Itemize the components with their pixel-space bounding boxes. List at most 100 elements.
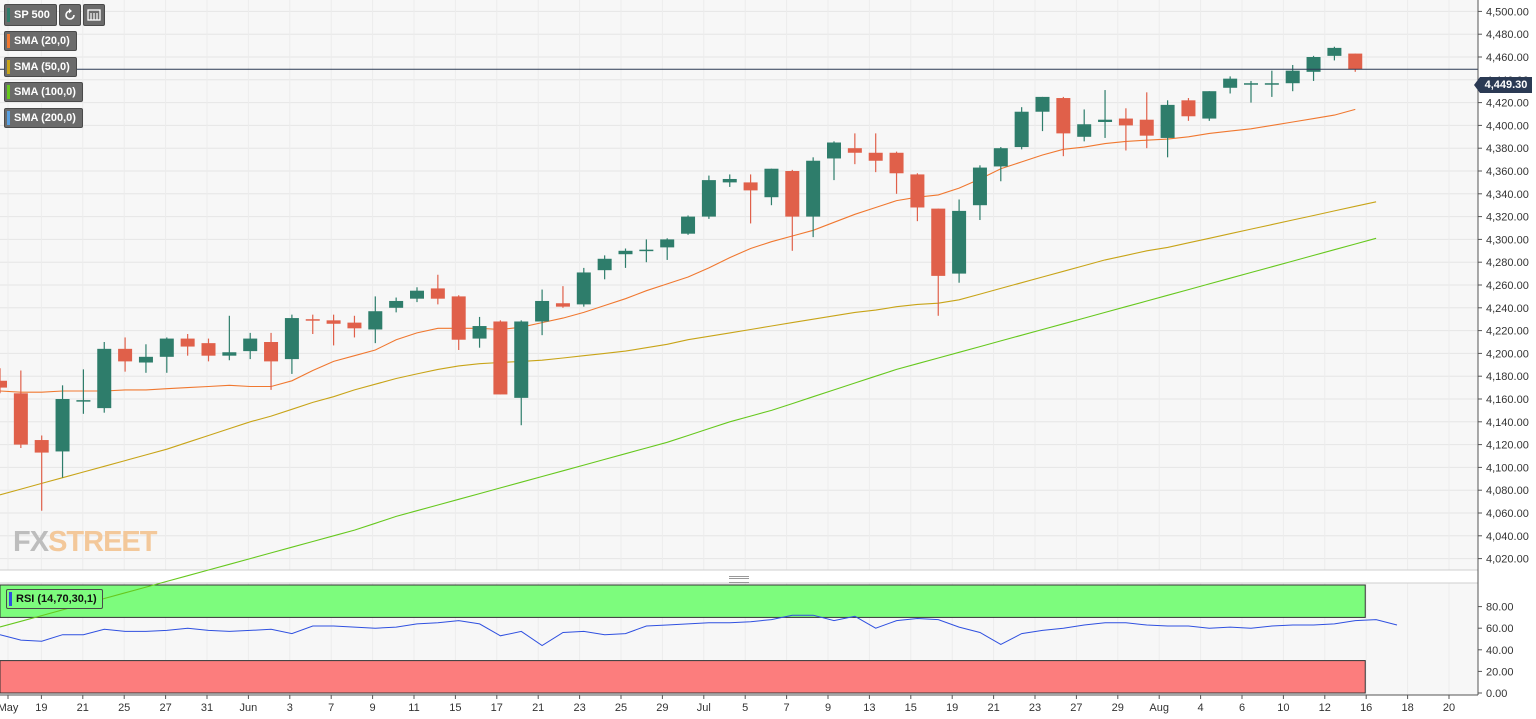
time-tick-label: 18 [1401,702,1413,714]
rsi-series-line [0,614,1398,647]
candle [1014,107,1029,150]
candle-body [76,400,91,402]
candle [555,286,570,308]
candle [243,332,258,360]
time-tick-label: 16 [1360,702,1372,714]
candle [430,274,445,305]
current-price-tag: 4,449.30 [1474,77,1532,93]
candle-body [34,440,49,453]
candle [159,337,174,373]
candle-body [1285,70,1300,84]
candle-body [1244,83,1258,85]
price-tick-label: 4,140.00 [1486,417,1529,429]
candle-body [576,272,591,305]
candle [389,297,404,313]
candle [993,147,1008,182]
time-tick-label: 21 [532,702,544,714]
candle [1160,100,1175,158]
candle [451,295,466,350]
time-tick-label: 9 [370,702,376,714]
indicator-sma100-tag[interactable]: SMA (100,0) [4,82,83,102]
refresh-button[interactable] [58,4,81,26]
candle-body [1014,111,1029,148]
candle-body [1077,124,1092,137]
price-tick-label: 4,340.00 [1486,189,1529,201]
symbol-selector[interactable]: SP 500 [4,4,57,26]
price-tick-label: 4,100.00 [1486,462,1529,474]
time-tick-label: 7 [784,702,790,714]
time-tick-label: 29 [656,702,668,714]
time-tick-label: 6 [1239,702,1245,714]
candle [1098,90,1113,138]
candle [97,342,112,413]
candle-body [13,393,28,445]
time-tick-label: 25 [615,702,627,714]
candle [514,320,529,426]
candle [472,316,487,348]
indicator-sma200-tag[interactable]: SMA (200,0) [4,108,83,128]
candle [701,175,716,219]
price-tick-label: 4,060.00 [1486,508,1529,520]
candle [722,174,737,187]
candle [806,157,821,238]
candle-body [618,250,633,255]
candle-body [1181,100,1196,117]
candle [1139,92,1154,149]
price-tick-label: 4,300.00 [1486,234,1529,246]
price-tick-label: 4,280.00 [1486,257,1529,269]
candle-body [451,296,466,340]
candle-body [159,338,174,357]
time-tick-label: 11 [408,702,419,714]
candle [597,255,612,280]
pane-resize-handle[interactable] [729,576,749,583]
candle-body [0,380,7,388]
candle [681,215,696,235]
candle-body [1327,47,1342,56]
candle [1327,46,1342,61]
indicator-sma50-tag[interactable]: SMA (50,0) [4,57,77,77]
candle [264,332,279,390]
time-tick-label: 15 [905,702,917,714]
time-axis[interactable]: May 19 21 25 27 31 Jun 3 7 9 11 15 17 21 23 25 29 Jul 5 7 9 1… [0,694,1478,714]
rsi-oversold-zone [0,660,1366,694]
price-tick-label: 4,480.00 [1486,29,1529,41]
candle-body [389,300,404,308]
sma200-swatch [7,111,10,125]
candle-body [305,319,320,321]
price-tick-label: 4,120.00 [1486,440,1529,452]
price-tick-label: 4,220.00 [1486,326,1529,338]
candle-body [410,290,424,299]
indicator-rsi-tag[interactable]: RSI (14,70,30,1) [6,589,103,609]
candle-body [55,399,70,452]
candle-body [555,303,570,307]
time-tick-label: 17 [491,702,503,714]
candle [576,267,591,307]
time-tick-label: 9 [825,702,831,714]
candle [1118,108,1133,151]
candle [889,151,904,194]
time-tick-label: 19 [946,702,958,714]
candle-body [222,352,237,356]
candle-body [368,311,383,330]
symbol-swatch [7,8,10,22]
price-tick-label: 4,420.00 [1486,98,1529,110]
price-axis[interactable]: 4,020.00 4,040.00 4,060.00 4,080.00 4,100.00… [1477,0,1529,695]
sma-lines [0,108,1377,628]
candle-body [847,148,862,153]
candle-body [639,249,654,252]
candle [305,314,320,335]
indicator-sma20-tag[interactable]: SMA (20,0) [4,31,77,51]
candle-body [1306,57,1321,72]
candle [847,133,862,165]
candle-body [1202,91,1217,119]
rsi-axis[interactable]: 0.00 20.00 40.00 60.00 80.00 [1478,602,1514,700]
refresh-icon [65,8,75,20]
sma50-swatch [7,60,10,74]
chart-settings-button[interactable] [82,4,105,26]
candle [1223,76,1238,94]
candle [535,289,550,336]
time-tick-label: 7 [328,702,334,714]
price-tick-label: 4,180.00 [1486,371,1529,383]
candle-body [1098,119,1113,122]
candle-body [347,322,362,329]
